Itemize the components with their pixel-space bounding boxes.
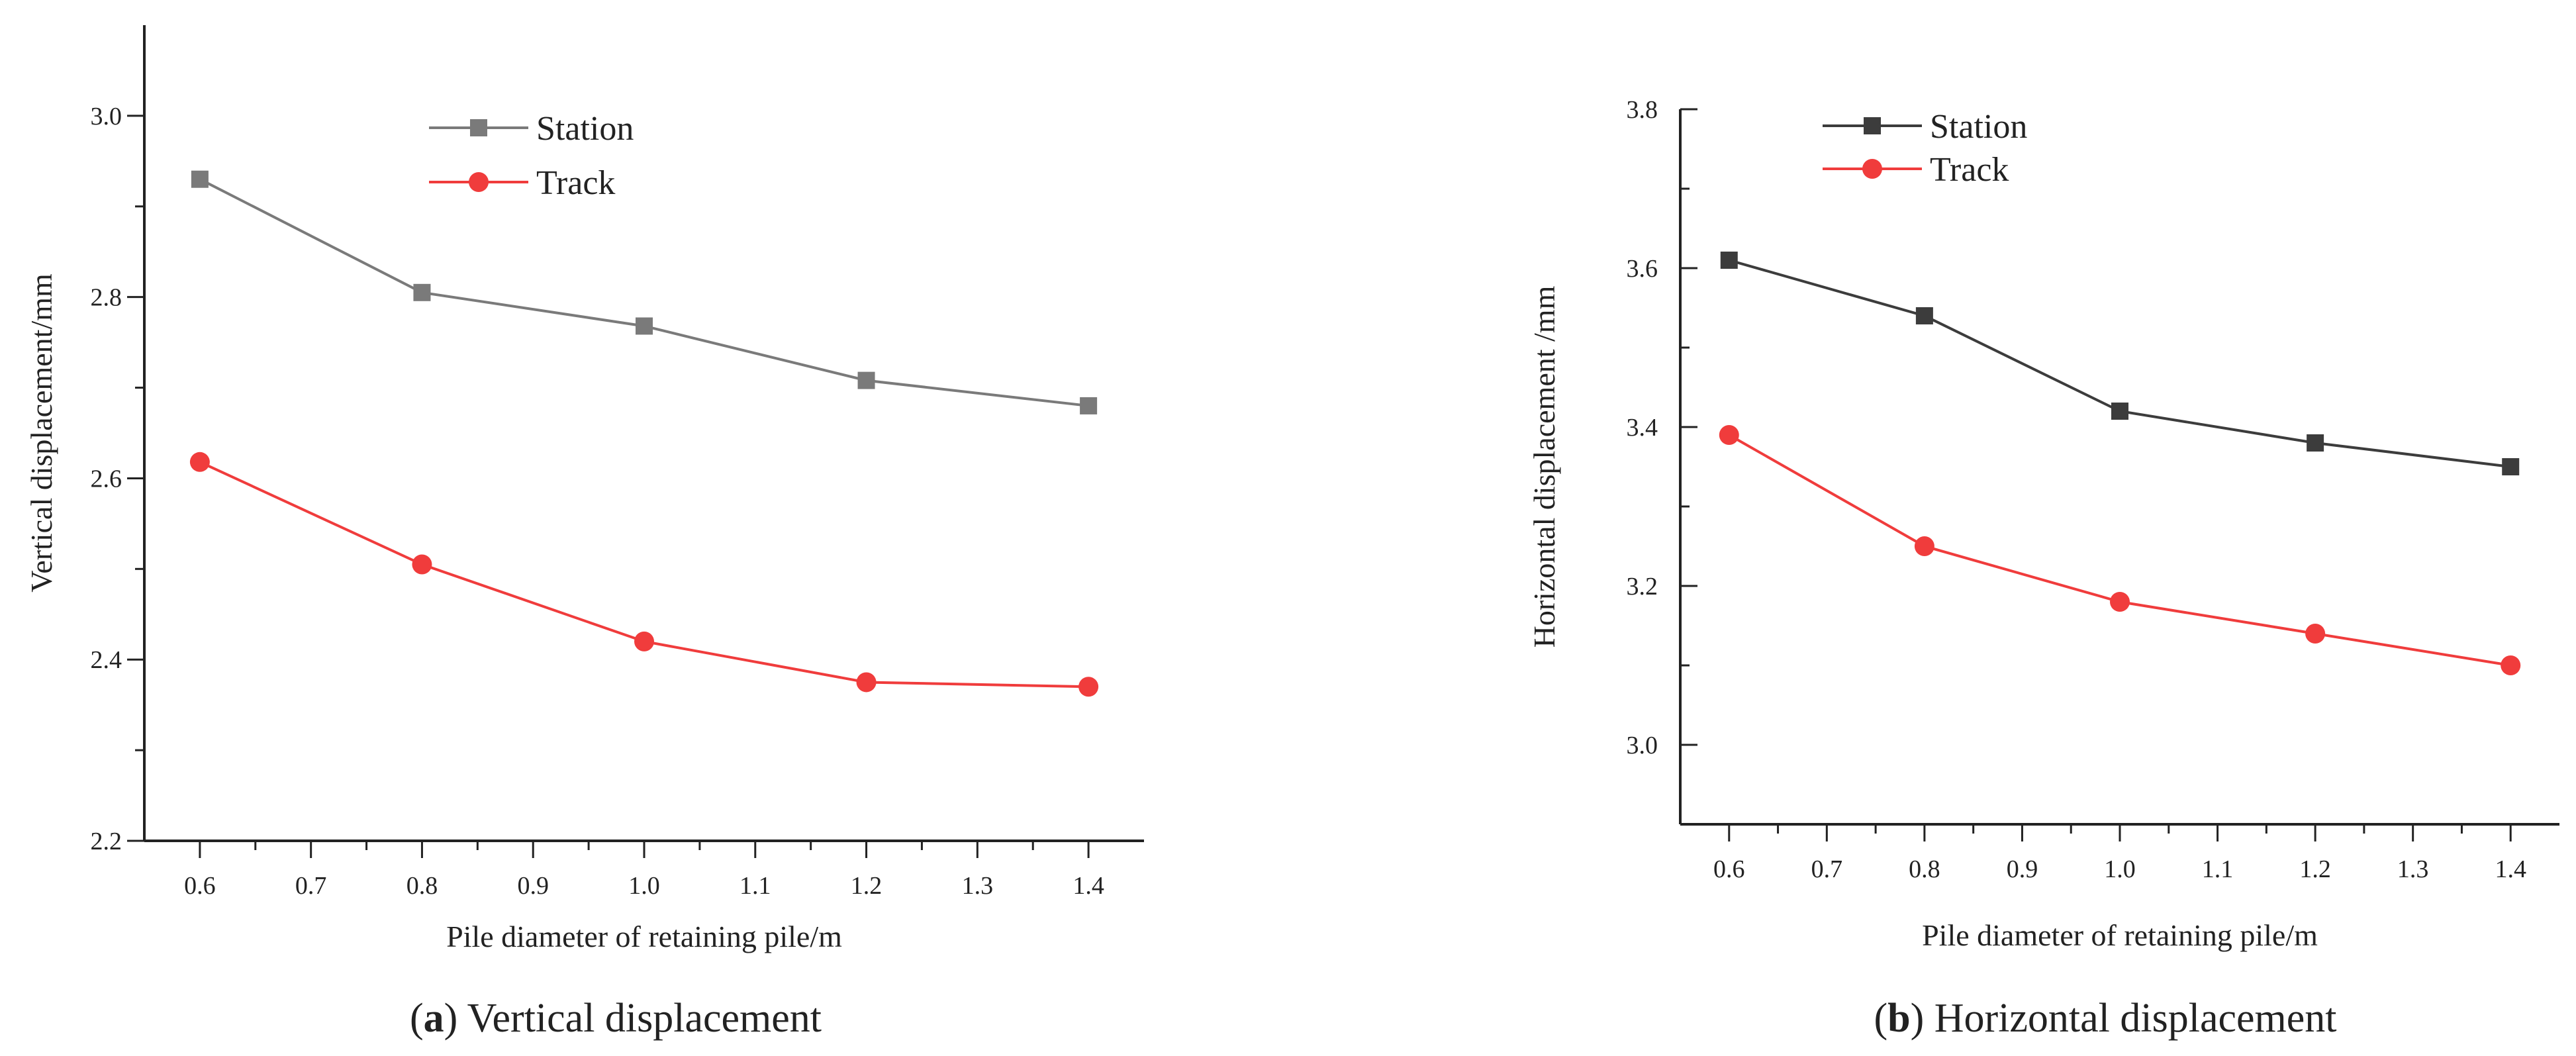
data-point-track xyxy=(189,452,210,472)
panel-caption-text: ) Vertical displacement xyxy=(444,996,822,1041)
data-point-track xyxy=(1078,677,1099,697)
x-tick-label: 0.7 xyxy=(1811,855,1843,883)
data-point-station xyxy=(413,283,431,301)
data-point-station xyxy=(857,371,875,389)
x-tick-label: 1.2 xyxy=(2299,855,2331,883)
legend-marker-station xyxy=(470,119,487,136)
y-tick-label: 3.0 xyxy=(1627,732,1658,759)
x-tick-label: 1.3 xyxy=(2397,855,2429,883)
y-tick-label: 2.6 xyxy=(91,465,122,493)
y-tick-label: 2.8 xyxy=(91,284,122,312)
data-point-track xyxy=(1719,425,1739,445)
x-axis-title: Pile diameter of retaining pile/m xyxy=(1922,918,2318,952)
x-tick-label: 1.4 xyxy=(2495,855,2526,883)
y-axis-title: Vertical displacement/mm xyxy=(24,273,58,593)
y-tick-label: 2.4 xyxy=(91,646,122,674)
data-point-track xyxy=(856,672,877,693)
x-tick-label: 1.2 xyxy=(851,872,883,900)
legend-label-track: Track xyxy=(1930,151,2009,189)
data-point-track xyxy=(2305,624,2326,644)
data-point-station xyxy=(2307,434,2324,452)
x-tick-label: 1.1 xyxy=(2202,855,2234,883)
legend-label-track: Track xyxy=(536,164,615,202)
panel-caption: (a) Vertical displacement xyxy=(410,996,822,1041)
series-line-station xyxy=(199,177,1089,407)
x-tick-label: 0.7 xyxy=(295,872,327,900)
data-point-station xyxy=(2502,458,2520,475)
y-tick-label: 3.8 xyxy=(1627,96,1658,124)
legend-label-station: Station xyxy=(536,110,634,148)
x-tick-label: 0.8 xyxy=(1909,855,1940,883)
data-point-track xyxy=(1914,536,1934,556)
x-tick-label: 1.0 xyxy=(2104,855,2136,883)
chart-panel-a: 0.6 0.7 0.8 0.9 1.0 1.1 1.2 1.3 1.4 2.2 2.4 2.6 2.8 3… xyxy=(24,25,1144,1041)
data-point-station xyxy=(1080,397,1098,414)
legend-marker-track xyxy=(1862,159,1882,179)
x-tick-label: 0.8 xyxy=(406,872,438,900)
x-tick-label: 1.3 xyxy=(962,872,994,900)
x-tick-label: 0.9 xyxy=(2007,855,2038,883)
series-line-station xyxy=(1729,259,2511,468)
series-line-track xyxy=(199,460,1089,689)
y-tick-label: 3.0 xyxy=(91,103,122,130)
data-point-track xyxy=(2501,655,2521,675)
data-point-track xyxy=(2110,592,2130,612)
series-line-track xyxy=(1728,434,2511,667)
x-tick-label: 0.6 xyxy=(184,872,216,900)
data-point-station xyxy=(191,170,209,188)
panel-caption-letter: a xyxy=(424,996,444,1041)
panel-caption-letter: b xyxy=(1887,996,1910,1041)
data-point-station xyxy=(1915,307,1933,324)
x-tick-label: 0.6 xyxy=(1713,855,1745,883)
legend-label-station: Station xyxy=(1930,108,2027,146)
panel-caption: (b) Horizontal displacement xyxy=(1874,996,2336,1041)
x-tick-label: 0.9 xyxy=(517,872,549,900)
data-point-track xyxy=(634,631,654,651)
y-tick-label: 2.2 xyxy=(91,828,122,855)
data-point-station xyxy=(636,317,653,335)
x-axis-title: Pile diameter of retaining pile/m xyxy=(446,920,842,953)
y-axis-title: Horizontal displacement /mm xyxy=(1527,285,1561,648)
x-tick-label: 1.4 xyxy=(1073,872,1104,900)
data-point-station xyxy=(2111,403,2128,420)
x-tick-label: 1.0 xyxy=(628,872,660,900)
x-tick-label: 1.1 xyxy=(739,872,771,900)
panel-caption-text: ) Horizontal displacement xyxy=(1911,996,2337,1041)
y-tick-label: 3.6 xyxy=(1627,255,1658,283)
legend-marker-station xyxy=(1864,117,1881,134)
data-point-station xyxy=(1720,252,1738,269)
y-tick-label: 3.2 xyxy=(1627,573,1658,600)
legend-marker-track xyxy=(469,172,489,192)
y-tick-label: 3.4 xyxy=(1627,414,1658,442)
chart-panel-b: 0.6 0.7 0.8 0.9 1.0 1.1 1.2 1.3 1.4 3.0 3.2 3.4 3.6 3… xyxy=(1527,96,2559,1041)
data-point-track xyxy=(412,554,432,575)
